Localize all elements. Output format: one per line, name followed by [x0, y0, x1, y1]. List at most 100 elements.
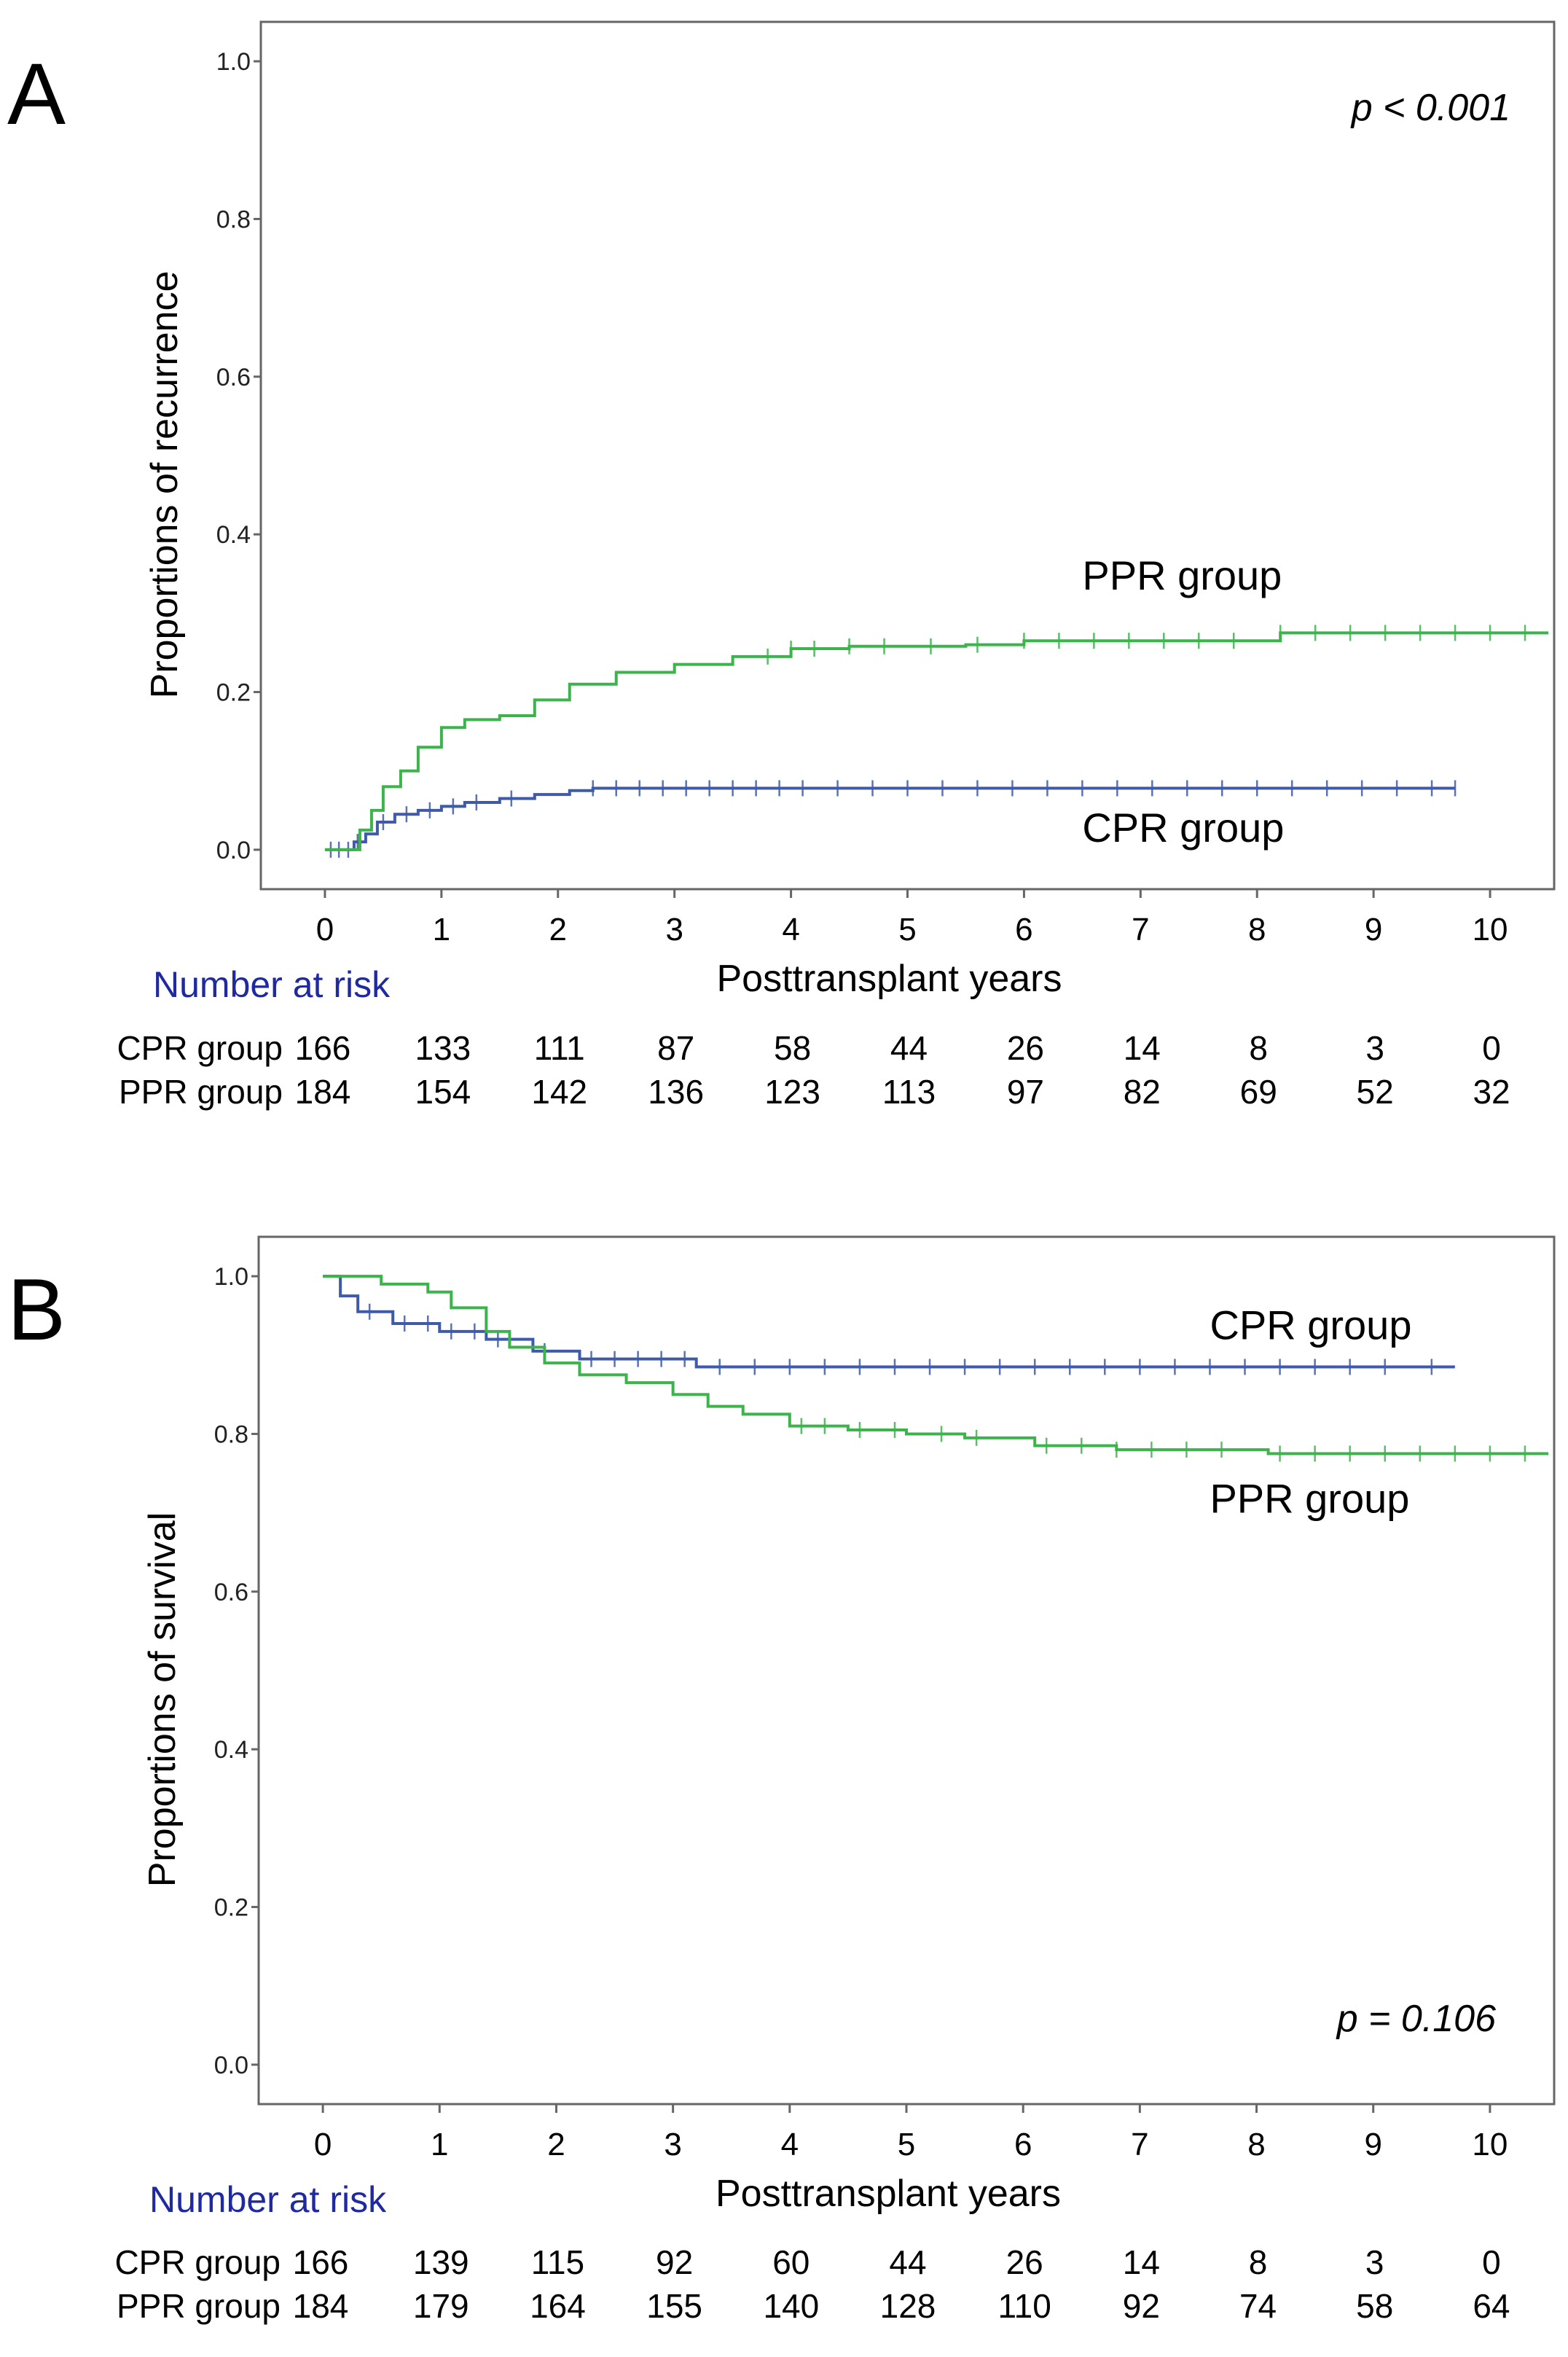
- group-label: PPR group: [1082, 552, 1282, 598]
- x-tick-label: 2: [549, 912, 567, 947]
- risk-cell: 44: [889, 2243, 926, 2281]
- risk-cell: 0: [1482, 1029, 1501, 1067]
- p-value: p < 0.001: [1350, 87, 1510, 129]
- risk-cell: 58: [774, 1029, 811, 1067]
- risk-cell: 115: [531, 2243, 584, 2281]
- risk-cell: 69: [1240, 1073, 1277, 1111]
- risk-row-label: CPR group: [114, 2243, 281, 2281]
- x-tick-label: 4: [781, 2127, 799, 2162]
- y-tick-label: 1.0: [214, 1263, 248, 1291]
- x-tick-label: 8: [1247, 2127, 1265, 2162]
- risk-cell: 87: [657, 1029, 694, 1067]
- risk-cell: 0: [1482, 2243, 1501, 2281]
- risk-cell: 3: [1365, 1029, 1384, 1067]
- risk-cell: 8: [1249, 1029, 1268, 1067]
- y-tick-label: 0.8: [214, 1420, 248, 1448]
- risk-cell: 92: [1123, 2287, 1160, 2325]
- y-axis-label: Proportions of recurrence: [144, 271, 186, 699]
- x-tick-label: 7: [1132, 912, 1149, 947]
- x-tick-label: 5: [898, 912, 916, 947]
- survival-step-line: [323, 1275, 1548, 1455]
- risk-cell: 154: [415, 1073, 471, 1111]
- risk-cell: 123: [764, 1073, 820, 1111]
- risk-cell: 128: [880, 2287, 936, 2325]
- panel-B: B 0.0 0.2 0.4 0.6 0.8 1.0 0 1 2 3 4 5 6 7 8 9 10 Posttrans…: [7, 1235, 1556, 2325]
- survival-step-line: [324, 631, 1548, 851]
- risk-cell: 74: [1239, 2287, 1277, 2325]
- plot-frame: [259, 20, 1556, 891]
- risk-cell: 58: [1356, 2287, 1393, 2325]
- risk-cell: 139: [413, 2243, 469, 2281]
- x-tick-label: 10: [1473, 912, 1508, 947]
- risk-cell: 110: [998, 2287, 1051, 2325]
- risk-cell: 14: [1123, 2243, 1160, 2281]
- x-tick-label: 7: [1131, 2127, 1148, 2162]
- risk-cell: 97: [1007, 1073, 1044, 1111]
- x-axis-label: Posttransplant years: [716, 2173, 1061, 2215]
- panel-A: A0.00.20.40.60.81.00 1 2 3 4 5 6 7 8 9 10Posttrans…: [7, 20, 1556, 1111]
- risk-cell: 26: [1006, 2243, 1043, 2281]
- risk-cell: 113: [882, 1073, 936, 1111]
- risk-cell: 155: [646, 2287, 702, 2325]
- risk-cell: 136: [648, 1073, 704, 1111]
- risk-cell: 184: [295, 1073, 351, 1111]
- x-tick-label: 2: [547, 2127, 565, 2162]
- x-tick-label: 9: [1364, 2127, 1381, 2162]
- risk-cell: 166: [295, 1029, 351, 1067]
- p-value: p = 0.106: [1336, 1998, 1496, 2040]
- panel-letter: B: [7, 1261, 66, 1359]
- risk-cell: 32: [1473, 1073, 1510, 1111]
- risk-cell: 60: [772, 2243, 810, 2281]
- y-tick-label: 1.0: [216, 48, 251, 76]
- risk-cell: 44: [890, 1029, 928, 1067]
- y-tick-label: 0.4: [216, 521, 251, 549]
- risk-cell: 179: [413, 2287, 469, 2325]
- y-tick-label: 0.0: [216, 837, 251, 864]
- risk-cell: 166: [293, 2243, 349, 2281]
- survival-step-line: [324, 786, 1456, 851]
- risk-cell: 3: [1365, 2243, 1384, 2281]
- risk-cell: 64: [1473, 2287, 1510, 2325]
- risk-cell: 133: [415, 1029, 471, 1067]
- risk-cell: 8: [1249, 2243, 1268, 2281]
- risk-table-title: Number at risk: [149, 2179, 387, 2220]
- x-tick-label: 3: [665, 912, 683, 947]
- risk-row-label: CPR group: [117, 1029, 283, 1067]
- panel-letter: A: [7, 45, 66, 143]
- risk-cell: 82: [1124, 1073, 1161, 1111]
- series-ppr-group: [324, 625, 1548, 851]
- risk-table: Number at risk CPR group 166 139 115 92 60 44 26…: [114, 2179, 1510, 2325]
- series-ppr-group: [323, 1275, 1548, 1462]
- risk-row-label: PPR group: [117, 2287, 281, 2325]
- risk-cell: 111: [534, 1029, 585, 1067]
- x-tick-label: 0: [316, 912, 334, 947]
- risk-table-title: Number at risk: [153, 964, 391, 1005]
- x-tick-label: 6: [1014, 2127, 1032, 2162]
- x-tick-label: 5: [898, 2127, 915, 2162]
- x-tick-label: 9: [1365, 912, 1382, 947]
- x-tick-label: 4: [782, 912, 799, 947]
- x-tick-label: 6: [1015, 912, 1032, 947]
- group-label: PPR group: [1210, 1476, 1409, 1522]
- x-tick-label: 0: [314, 2127, 332, 2162]
- x-tick-label: 1: [433, 912, 450, 947]
- y-tick-label: 0.2: [214, 1894, 248, 1922]
- y-tick-label: 0.4: [214, 1736, 248, 1764]
- risk-cell: 142: [531, 1073, 587, 1111]
- x-tick-label: 3: [664, 2127, 681, 2162]
- group-label: CPR group: [1082, 805, 1284, 851]
- y-tick-label: 0.6: [214, 1579, 248, 1606]
- risk-cell: 52: [1357, 1073, 1394, 1111]
- x-tick-label: 10: [1472, 2127, 1508, 2162]
- y-axis-label: Proportions of survival: [141, 1512, 184, 1887]
- y-tick-label: 0.0: [214, 2052, 248, 2079]
- x-tick-label: 1: [431, 2127, 448, 2162]
- risk-cell: 140: [763, 2287, 819, 2325]
- risk-cell: 14: [1124, 1029, 1161, 1067]
- y-tick-label: 0.2: [216, 679, 251, 707]
- risk-row-label: PPR group: [119, 1073, 283, 1111]
- risk-cell: 92: [656, 2243, 693, 2281]
- y-tick-label: 0.8: [216, 206, 251, 233]
- x-axis-label: Posttransplant years: [716, 958, 1062, 1000]
- risk-table: Number at risk CPR group 166 133 111 87 58 44 26…: [117, 964, 1510, 1111]
